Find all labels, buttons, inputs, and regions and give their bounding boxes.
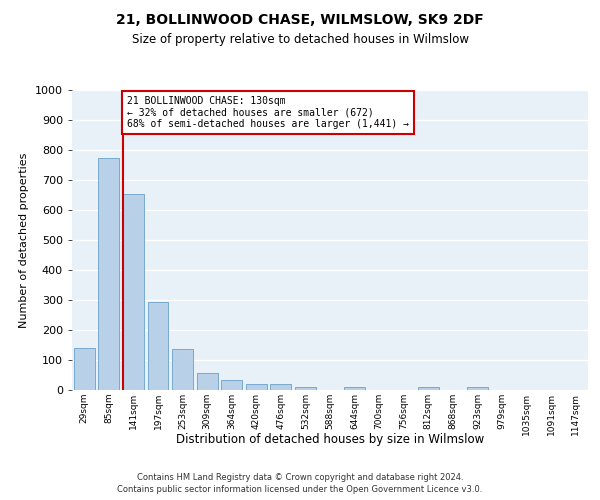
Bar [123,194,144,390]
Bar [467,387,488,390]
Bar [98,158,119,390]
Text: Size of property relative to detached houses in Wilmslow: Size of property relative to detached ho… [131,32,469,46]
Bar [295,387,316,390]
Bar [344,387,365,390]
Text: Contains public sector information licensed under the Open Government Licence v3: Contains public sector information licen… [118,485,482,494]
Bar [221,380,242,390]
Text: Contains HM Land Registry data © Crown copyright and database right 2024.: Contains HM Land Registry data © Crown c… [137,472,463,482]
Bar [271,384,292,390]
Text: Distribution of detached houses by size in Wilmslow: Distribution of detached houses by size … [176,432,484,446]
Bar [148,302,169,390]
Text: 21 BOLLINWOOD CHASE: 130sqm
← 32% of detached houses are smaller (672)
68% of se: 21 BOLLINWOOD CHASE: 130sqm ← 32% of det… [127,96,409,129]
Bar [246,384,267,390]
Bar [172,348,193,390]
Text: 21, BOLLINWOOD CHASE, WILMSLOW, SK9 2DF: 21, BOLLINWOOD CHASE, WILMSLOW, SK9 2DF [116,12,484,26]
Bar [74,348,95,390]
Y-axis label: Number of detached properties: Number of detached properties [19,152,29,328]
Bar [418,387,439,390]
Bar [197,373,218,390]
